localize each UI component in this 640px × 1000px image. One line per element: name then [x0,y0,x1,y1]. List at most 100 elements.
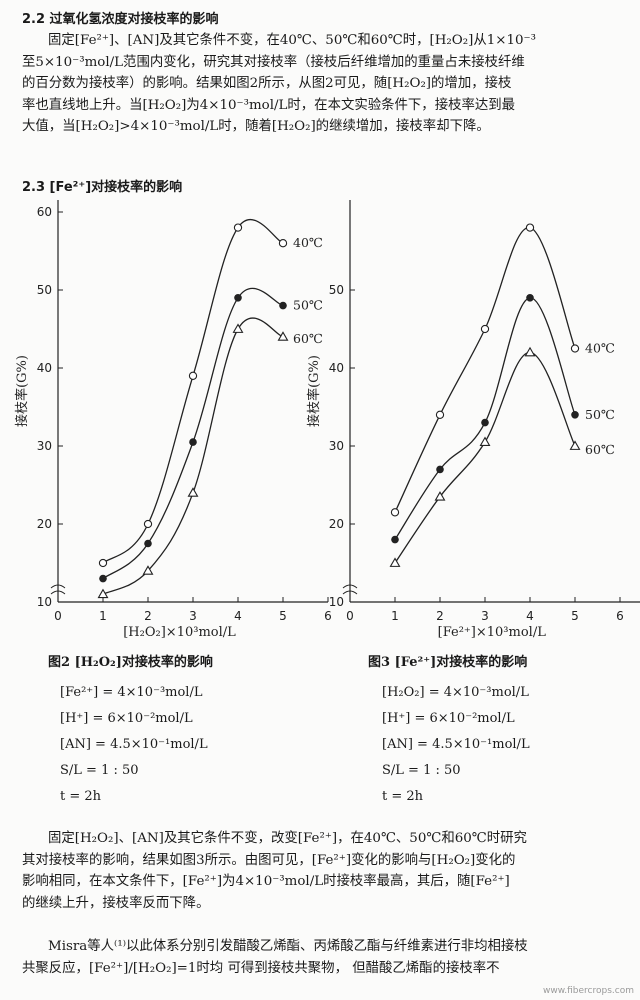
condition-line: [H₂O₂] = 4×10⁻³mol/L [382,685,529,700]
y-tick-label: 10 [37,595,52,609]
data-point-filled-circle [279,301,287,310]
data-point-open-circle [143,519,153,529]
data-point-open-circle [188,371,198,380]
series-label: 60℃ [585,442,615,457]
condition-line: S/L = 1 : 50 [60,763,139,778]
data-point-filled-circle [526,294,534,302]
paragraph-line: 其对接枝率的影响，结果如图3所示。由图可见，[Fe²⁺]变化的影响与[H₂O₂]… [22,852,516,868]
data-point-filled-circle [481,418,489,427]
y-tick-label: 30 [37,439,52,453]
data-point-filled-circle [189,438,197,446]
y-axis-label: 接枝率(G%) [306,355,322,427]
paragraph-line: 的百分数为接枝率）的影响。结果如图2所示，从图2可见，随[H₂O₂]的增加，接枝 [22,76,512,91]
series-label: 50℃ [293,298,323,313]
figure-2-chart: 0 1 2 3 4 5 6 10 20 30 40 50 60 [H₂O₂]×10³mol/L 接枝率(G%… [14,200,332,640]
data-point-filled-circle [234,294,242,302]
data-point-triangle [569,440,581,450]
data-point-open-circle [278,239,288,248]
x-tick-label: 4 [526,609,534,623]
figure-3-conditions: [H₂O₂] = 4×10⁻³mol/L [H⁺] = 6×10⁻²mol/L … [382,680,530,810]
paragraph-line: 率也直线地上升。当[H₂O₂]为4×10⁻³mol/L时，在本文实验条件下，接枝… [22,97,516,113]
y-axis-label: 接枝率(G%) [14,355,30,427]
paragraph-line: 的继续上升，接枝率反而下降。 [22,895,210,911]
data-point-open-circle [480,324,490,334]
x-tick-label: 0 [346,609,354,623]
data-point-filled-circle [144,539,152,548]
series-line-60℃ [102,317,284,595]
section-2-2-paragraph: 固定[Fe²⁺]、[AN]及其它条件不变，在40℃、50℃和60℃时，[H₂O₂… [22,30,622,138]
paragraph-line: 共聚反应，[Fe²⁺]/[H₂O₂]=1时均 可得到接枝共聚物， 但醋酸乙烯酯的… [22,960,500,976]
data-point-triangle [142,565,154,575]
x-tick-label: 6 [324,609,332,623]
data-point-triangle [524,346,536,357]
figure-3-chart: 012345671020304050[Fe²⁺]×10³mol/L接枝率(G%)… [306,200,640,640]
condition-line: [AN] = 4.5×10⁻¹mol/L [60,737,208,752]
x-tick-label: 3 [189,609,197,623]
series-label: 40℃ [293,235,323,250]
data-point-triangle [389,557,401,567]
data-point-triangle [277,331,289,341]
x-tick-label: 1 [99,609,107,623]
x-axis-label: [Fe²⁺]×10³mol/L [438,625,547,640]
data-point-open-circle [390,508,400,517]
section-2-3-paragraph: 固定[H₂O₂]、[AN]及其它条件不变，改变[Fe²⁺]，在40℃、50℃和6… [22,828,622,914]
paragraph-line: 固定[Fe²⁺]、[AN]及其它条件不变，在40℃、50℃和60℃时，[H₂O₂… [48,33,536,48]
series-line-60℃ [394,351,576,564]
paragraph-line: 固定[H₂O₂]、[AN]及其它条件不变，改变[Fe²⁺]，在40℃、50℃和6… [48,831,527,846]
x-tick-label: 6 [616,609,624,623]
data-point-triangle [232,323,244,333]
x-tick-label: 5 [279,609,287,623]
y-tick-label: 30 [329,439,344,453]
y-tick-label: 40 [37,361,52,375]
figure-2-conditions: [Fe²⁺] = 4×10⁻³mol/L [H⁺] = 6×10⁻²mol/L … [60,680,208,810]
x-tick-label: 4 [234,609,242,623]
section-2-2-heading: 2.2 过氧化氢浓度对接枝率的影响 [22,12,219,27]
condition-line: t = 2h [382,789,424,804]
series-label: 60℃ [293,331,323,346]
x-tick-label: 2 [436,609,444,623]
x-tick-label: 2 [144,609,152,623]
paragraph-line: 影响相同，在本文条件下，[Fe²⁺]为4×10⁻³mol/L时接枝率最高，其后，… [22,874,510,889]
paragraph-line: 大值，当[H₂O₂]>4×10⁻³mol/L时，随着[H₂O₂]的继续增加，接枝… [22,119,490,134]
data-point-triangle [187,487,199,497]
axis-break-mark [342,584,358,595]
data-point-triangle [479,436,491,447]
data-point-filled-circle [391,535,399,544]
series-line-50℃ [102,287,284,580]
condition-line: S/L = 1 : 50 [382,763,461,778]
data-point-triangle [434,491,446,501]
series-label: 50℃ [585,407,615,422]
x-tick-label: 5 [571,609,579,623]
data-point-filled-circle [571,411,579,419]
paragraph-line: Misra等人⁽¹⁾以此体系分别引发醋酸乙烯酯、丙烯酸乙酯与纤维素进行非均相接枝 [48,939,528,954]
data-point-filled-circle [99,574,107,583]
misra-paragraph: Misra等人⁽¹⁾以此体系分别引发醋酸乙烯酯、丙烯酸乙酯与纤维素进行非均相接枝… [22,936,622,979]
y-tick-label: 50 [329,283,344,297]
y-tick-label: 50 [37,283,52,297]
data-point-open-circle [98,558,108,568]
x-axis-label: [H₂O₂]×10³mol/L [123,625,236,640]
x-tick-label: 1 [391,609,399,623]
y-tick-label: 20 [37,517,52,531]
figure-3-caption: 图3 [Fe²⁺]对接枝率的影响 [368,655,528,670]
paragraph-line: 至5×10⁻³mol/L范围内变化，研究其对接枝率（接枝后纤维增加的重量占未接枝… [22,54,525,70]
series-line-50℃ [394,297,576,540]
series-line-40℃ [102,218,284,564]
y-tick-label: 20 [329,517,344,531]
condition-line: t = 2h [60,789,102,804]
data-point-triangle [97,588,109,599]
watermark: www.fibercrops.com [543,986,634,996]
data-point-open-circle [570,344,580,353]
y-tick-label: 40 [329,361,344,375]
y-tick-label: 60 [37,205,52,219]
axis-break-mark [50,584,66,595]
condition-line: [AN] = 4.5×10⁻¹mol/L [382,737,530,752]
x-tick-label: 3 [481,609,489,623]
condition-line: [H⁺] = 6×10⁻²mol/L [60,711,193,726]
condition-line: [Fe²⁺] = 4×10⁻³mol/L [60,685,203,700]
series-label: 40℃ [585,341,615,356]
x-tick-label: 0 [54,609,62,623]
figure-2-caption: 图2 [H₂O₂]对接枝率的影响 [48,655,213,670]
series-line-40℃ [394,226,576,513]
